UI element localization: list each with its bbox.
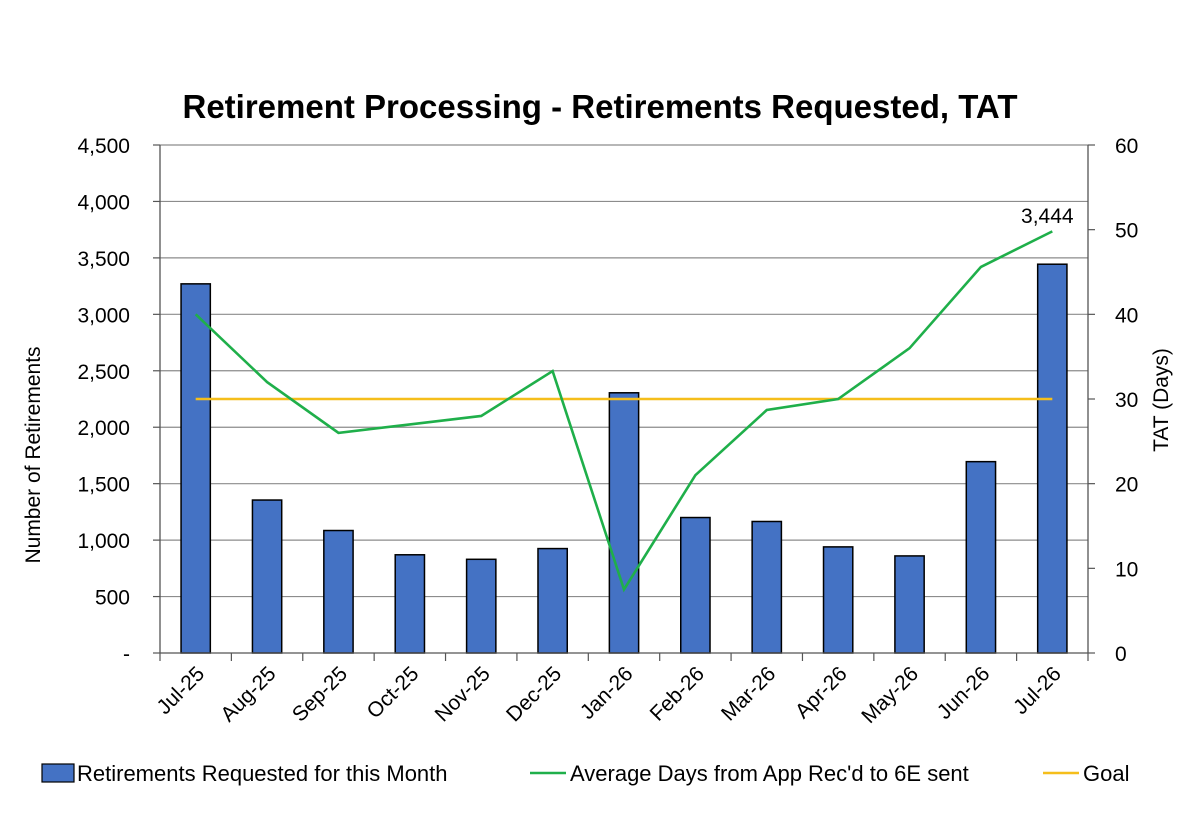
y-tick-label: 1,000: [77, 530, 130, 553]
x-tick-label: Feb-26: [646, 662, 709, 725]
legend-item: Retirements Requested for this Month: [41, 761, 448, 786]
bar-jan-26: [608, 392, 640, 654]
line-series: [194, 230, 1053, 593]
bar-jun-26: [965, 460, 997, 654]
y2-tick-label: 50: [1115, 220, 1138, 243]
x-tick-label: Jan-26: [576, 662, 638, 724]
x-tick-label: Dec-25: [502, 662, 566, 726]
y-tick-label: 4,500: [77, 135, 130, 158]
y-tick-label: 2,500: [77, 361, 130, 384]
chart-title: Retirement Processing - Retirements Requ…: [183, 88, 1018, 125]
legend-item: Average Days from App Rec'd to 6E sent: [530, 761, 969, 786]
x-tick-label: Nov-25: [431, 662, 495, 726]
x-tick-label: Mar-26: [717, 662, 780, 725]
legend: Retirements Requested for this Month Aver…: [41, 761, 1129, 786]
bar-aug-25: [251, 499, 283, 654]
x-tick-label: Jun-26: [933, 662, 995, 724]
bar-feb-26: [680, 516, 711, 654]
legend-label: Average Days from App Rec'd to 6E sent: [570, 761, 969, 786]
axes: [153, 144, 1095, 661]
y-tick-label: -: [123, 643, 130, 666]
y2-tick-label: 10: [1115, 558, 1138, 581]
y-tick-label: 1,500: [77, 474, 130, 497]
x-tick-label: Jul-26: [1009, 662, 1066, 719]
bar-jul-25: [180, 283, 212, 654]
annotations: 3,444: [1021, 205, 1074, 228]
y-tick-label: 3,000: [77, 304, 130, 327]
y2-tick-label: 30: [1115, 389, 1138, 412]
bar-series: [180, 263, 1068, 654]
y2-tick-label: 0: [1115, 643, 1127, 666]
bar-may-26: [894, 555, 925, 654]
legend-item: Goal: [1043, 761, 1129, 786]
x-tick-label: Sep-25: [288, 662, 352, 726]
y-tick-label: 2,000: [77, 417, 130, 440]
y-axis-label: Number of Retirements: [22, 346, 45, 563]
x-tick-label: Apr-26: [791, 662, 852, 723]
legend-label: Retirements Requested for this Month: [77, 761, 448, 786]
x-tick-label: Jul-25: [153, 662, 210, 719]
tat-line: [194, 230, 1053, 593]
data-label: 3,444: [1021, 205, 1074, 228]
bar-dec-25: [537, 547, 568, 654]
y-tick-label: 500: [95, 587, 130, 610]
y-tick-label: 3,500: [77, 248, 130, 271]
y2-axis-label: TAT (Days): [1150, 348, 1173, 452]
bar-apr-26: [822, 546, 854, 654]
y2-tick-label: 20: [1115, 474, 1138, 497]
x-tick-label: Aug-25: [216, 662, 280, 726]
legend-swatch-bars: [41, 763, 75, 783]
bar-oct-25: [394, 554, 426, 654]
y-tick-label: 4,000: [77, 191, 130, 214]
bar-nov-25: [465, 558, 497, 654]
bar-sep-25: [323, 529, 354, 654]
y2-tick-label: 40: [1115, 304, 1138, 327]
x-tick-label: Oct-25: [363, 662, 424, 723]
legend-label: Goal: [1083, 761, 1129, 786]
gridlines: [160, 144, 1088, 598]
bar-mar-26: [751, 520, 783, 654]
y2-tick-label: 60: [1115, 135, 1138, 158]
x-tick-label: May-26: [857, 662, 923, 728]
bar-jul-26: [1036, 263, 1068, 654]
